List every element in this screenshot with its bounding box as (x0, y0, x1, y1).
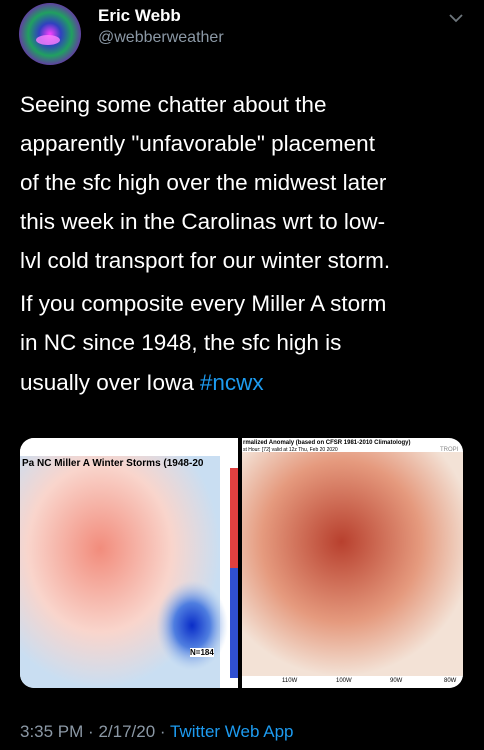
media[interactable]: Pa NC Miller A Winter Storms (1948-20 N=… (20, 438, 463, 688)
date: 2/17/20 (98, 722, 156, 741)
menu-chevron[interactable] (448, 12, 464, 24)
text-line: this week in the Carolinas wrt to low- (20, 209, 386, 234)
tweet-footer: 3:35 PM · 2/17/20 · Twitter Web App (20, 722, 293, 742)
left-map-note: N=184 (190, 648, 214, 657)
author-handle[interactable]: @webberweather (98, 29, 224, 46)
text-line: in NC since 1948, the sfc high is (20, 330, 342, 355)
right-map-title: rmalized Anomaly (based on CFSR 1981-201… (243, 440, 411, 446)
source[interactable]: Twitter Web App (170, 722, 294, 741)
separator: · (88, 722, 94, 741)
left-map-title: Pa NC Miller A Winter Storms (1948-20 (22, 458, 204, 469)
axis-label: 100W (336, 678, 352, 684)
text-line: of the sfc high over the midwest later (20, 170, 387, 195)
text-line: apparently "unfavorable" placement (20, 131, 375, 156)
right-map-subtitle: st Hour: [72] valid at 12z Thu, Feb 20 2… (243, 447, 338, 453)
author-name[interactable]: Eric Webb (98, 6, 181, 25)
media-images (20, 438, 463, 688)
text-line: Seeing some chatter about the (20, 92, 327, 117)
axis-label: 90W (390, 678, 403, 684)
text-line: usually over Iowa #ncwx (20, 370, 264, 395)
right-map-corner: TROPI (440, 447, 459, 453)
axis-label: 110W (282, 678, 298, 684)
hashtag[interactable]: #ncwx (199, 370, 264, 395)
separator: · (159, 722, 166, 741)
time: 3:35 PM (20, 722, 84, 741)
avatar[interactable] (18, 2, 82, 66)
text-line: If you composite every Miller A storm (20, 291, 387, 316)
axis-label: 80W (444, 678, 457, 684)
text-line: lvl cold transport for our winter storm. (20, 248, 391, 273)
